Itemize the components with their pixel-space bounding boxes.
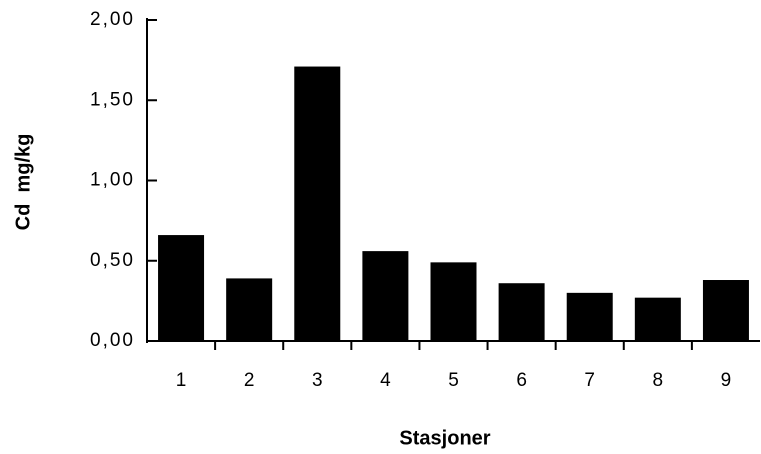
bar — [158, 235, 205, 341]
y-tick-label: 0,00 — [90, 330, 135, 351]
y-tick-label: 0,50 — [90, 250, 135, 271]
y-tick-label: 1,50 — [90, 89, 135, 110]
y-tick-label: 1,00 — [90, 170, 135, 191]
bar — [430, 262, 477, 341]
x-tick-label: 3 — [312, 370, 323, 391]
y-axis-title: Cd mg/kg — [12, 134, 34, 231]
bar — [294, 66, 341, 342]
x-tick-label: 9 — [721, 370, 732, 391]
y-tick-label: 2,00 — [90, 9, 135, 30]
bar — [362, 251, 409, 341]
x-tick-label: 8 — [653, 370, 664, 391]
x-tick-label: 4 — [380, 370, 391, 391]
x-tick-label: 5 — [448, 370, 459, 391]
x-tick-label: 1 — [176, 370, 187, 391]
bar — [226, 278, 273, 341]
x-tick-label: 6 — [516, 370, 527, 391]
bar — [702, 280, 749, 341]
bar — [566, 292, 613, 341]
x-axis-title: Stasjoner — [399, 427, 490, 449]
x-tick-label: 2 — [244, 370, 255, 391]
x-tick-label: 7 — [584, 370, 595, 391]
bar — [634, 297, 681, 341]
bar — [498, 283, 545, 341]
